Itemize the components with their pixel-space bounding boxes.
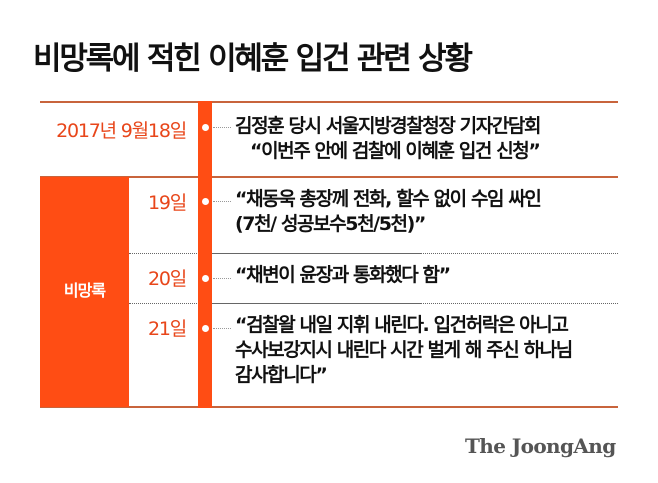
entry-line: 수사보강지시 내린다 시간 벌게 해 주신 하나님 <box>235 339 573 361</box>
timeline-dot-icon <box>202 124 209 131</box>
timeline-dot-icon <box>202 275 209 282</box>
timeline-date: 2017년 9월18일 <box>56 120 187 142</box>
entry-line: “검찰왈 내일 지휘 내린다. 입건허락은 아니고 <box>235 314 569 336</box>
bottom-rule <box>40 406 618 408</box>
timeline-dot-icon <box>202 198 209 205</box>
leader-line <box>213 127 231 128</box>
entry-line: “이번주 안에 검찰에 이혜훈 입건 신청” <box>250 140 541 162</box>
memo-section-block <box>40 177 129 407</box>
entry-line: “채동욱 총장께 전화, 할수 없이 수임 싸인 <box>235 188 542 210</box>
leader-line <box>213 328 231 329</box>
timeline-bar <box>198 101 212 408</box>
timeline-date: 20일 <box>147 268 187 290</box>
leader-line <box>213 278 231 279</box>
top-rule <box>40 101 618 103</box>
entry-line: 감사합니다” <box>235 364 328 386</box>
publisher-logo: The JoongAng <box>465 434 616 458</box>
leader-line <box>213 201 231 202</box>
page-title: 비망록에 적힌 이혜훈 입건 관련 상황 <box>33 41 473 77</box>
timeline-entry: “채동욱 총장께 전화, 할수 없이 수임 싸인 (7천/ 성공보수5천/5천)… <box>235 187 542 237</box>
row-divider <box>212 253 618 254</box>
entry-line: 김정훈 당시 서울지방경찰청장 기자간담회 <box>235 115 541 137</box>
section-rule <box>40 176 618 178</box>
row-divider <box>212 303 618 304</box>
timeline-dot-icon <box>202 325 209 332</box>
timeline-date: 19일 <box>147 192 187 214</box>
memo-section-label: 비망록 <box>63 281 106 300</box>
timeline-entry: “채변이 윤장과 통화했다 함” <box>235 263 451 288</box>
timeline-entry: “검찰왈 내일 지휘 내린다. 입건허락은 아니고 수사보강지시 내린다 시간 … <box>235 313 573 388</box>
timeline-date: 21일 <box>147 318 187 340</box>
entry-line: (7천/ 성공보수5천/5천)” <box>235 213 426 235</box>
entry-line: “채변이 윤장과 통화했다 함” <box>235 264 451 286</box>
timeline-entry: 김정훈 당시 서울지방경찰청장 기자간담회 “이번주 안에 검찰에 이혜훈 입건… <box>235 114 541 164</box>
